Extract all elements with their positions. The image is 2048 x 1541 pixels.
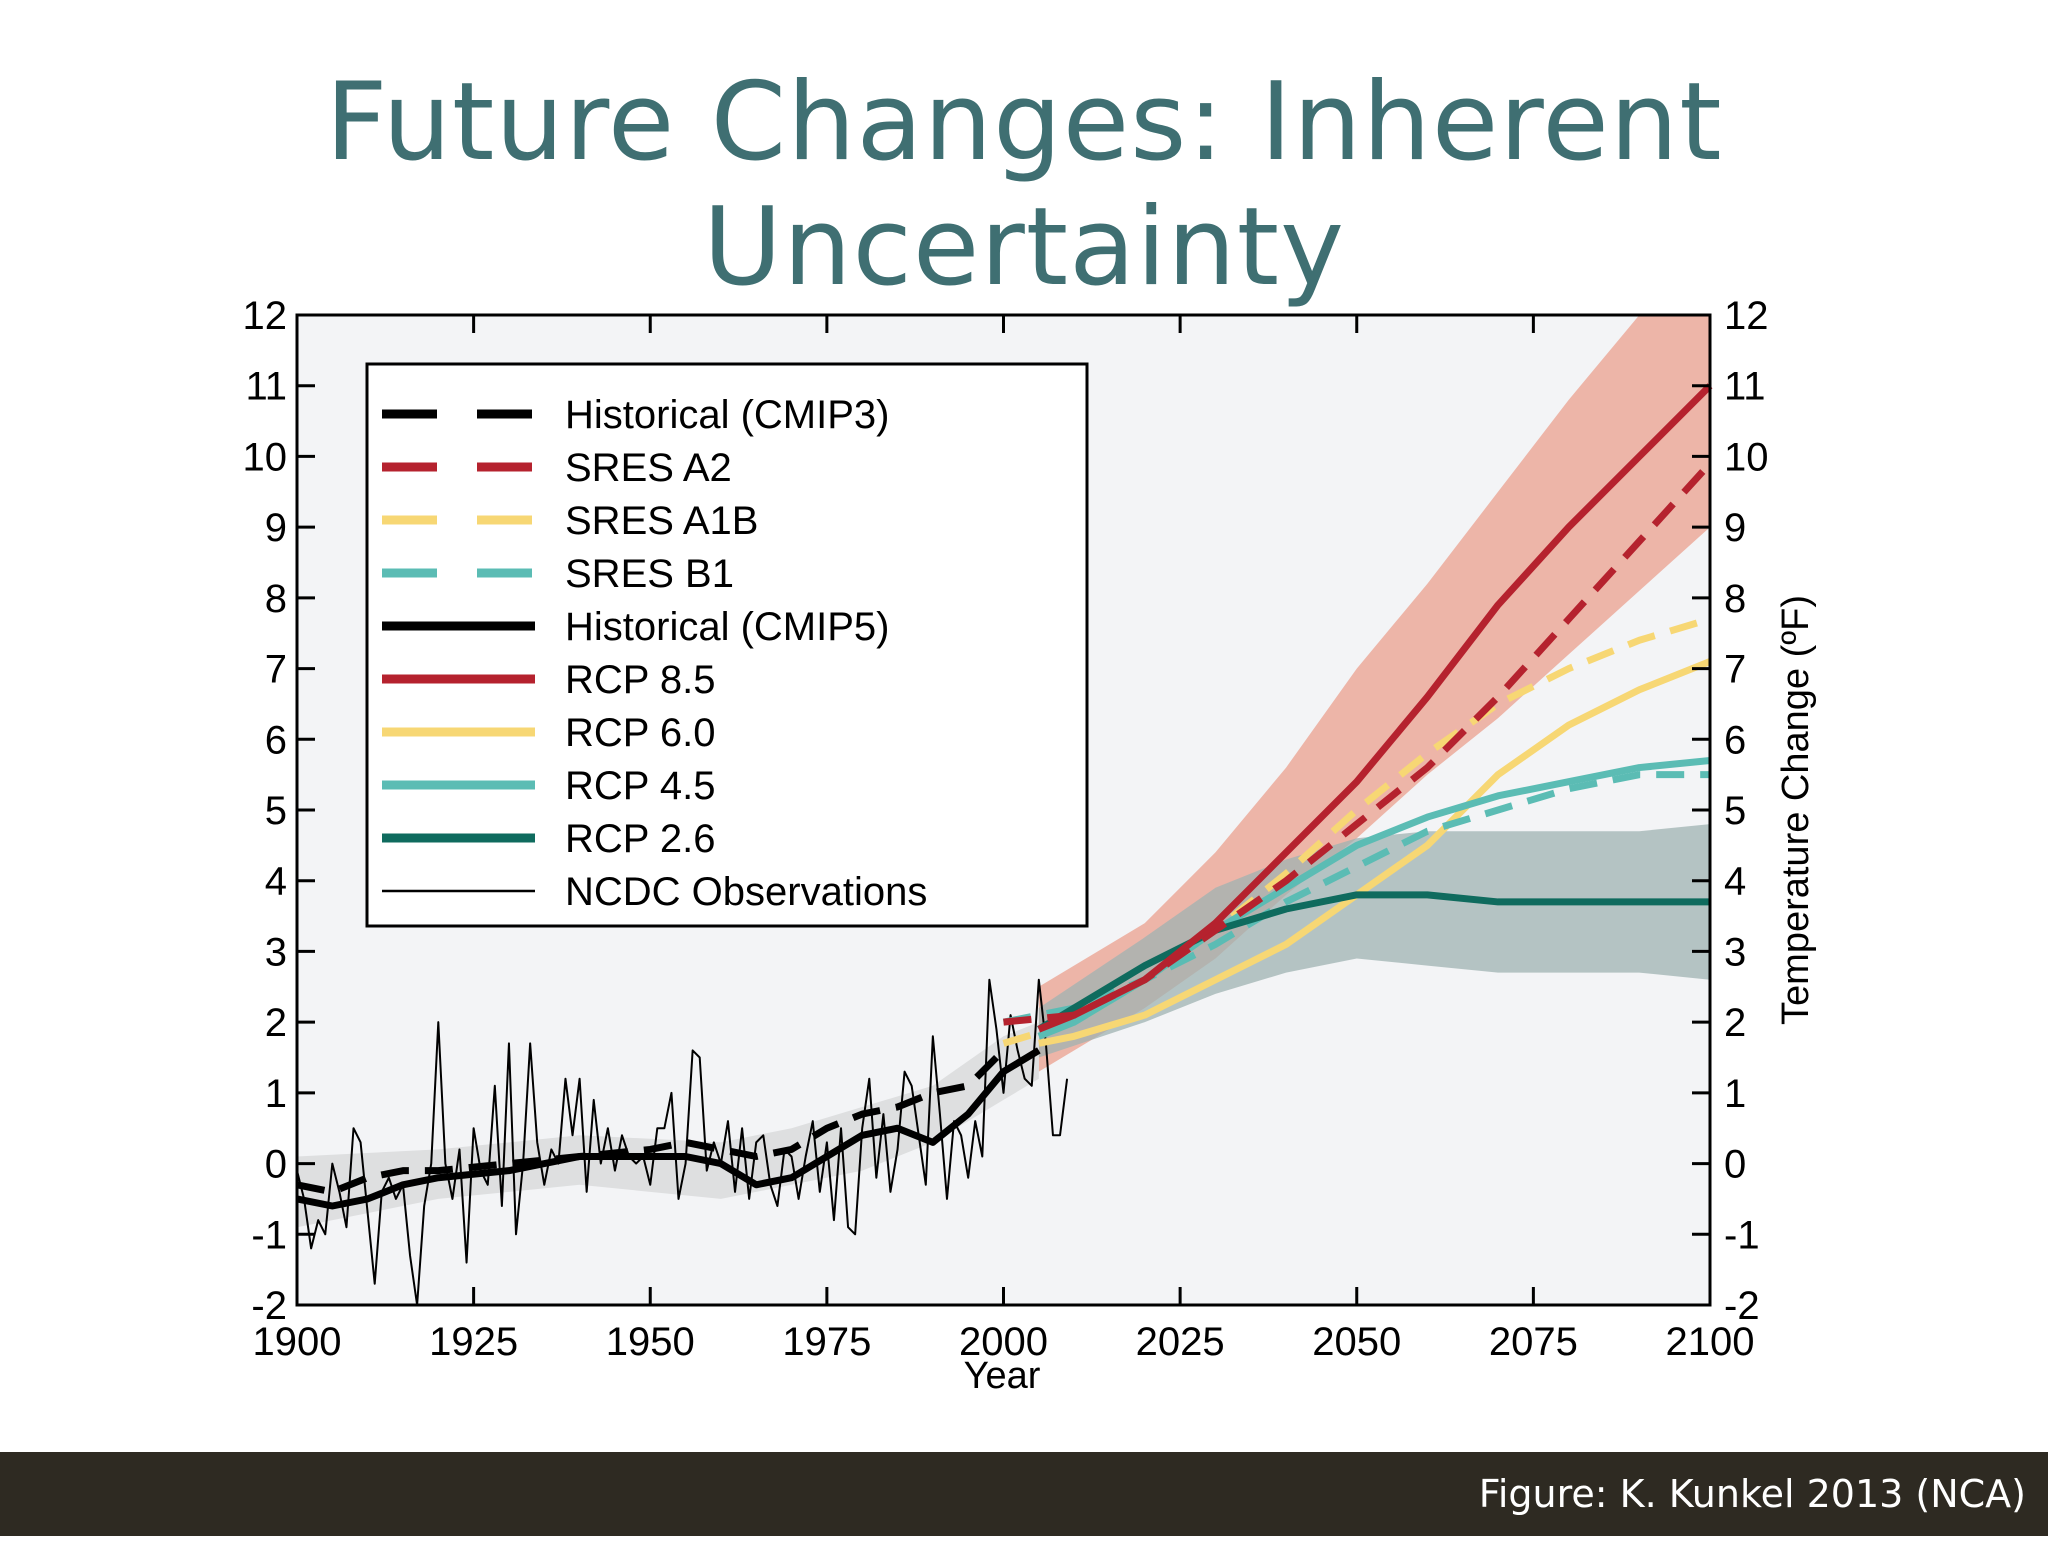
y-tick-label-right: 0	[1724, 1143, 1746, 1187]
y-tick-label-left: 12	[243, 294, 288, 338]
legend-label-rcp-6-0: RCP 6.0	[565, 711, 715, 755]
y-tick-label-right: 8	[1724, 577, 1746, 621]
legend-label-historical-cmip3: Historical (CMIP3)	[565, 393, 889, 437]
series-sres-a2	[1003, 461, 1713, 1026]
y-tick-label-left: 2	[265, 1001, 287, 1045]
x-tick-label: 1950	[606, 1320, 695, 1364]
y-tick-label-left: 7	[265, 648, 287, 692]
y-tick-label-right: 11	[1724, 365, 1766, 409]
y-tick-label-right: 7	[1724, 648, 1746, 692]
x-tick-label: 2000	[959, 1320, 1048, 1364]
y-tick-label-right: 3	[1724, 930, 1746, 974]
y-tick-label-left: -2	[251, 1284, 287, 1328]
legend-label-rcp-4-5: RCP 4.5	[565, 764, 715, 808]
y-tick-label-right: 1	[1724, 1072, 1746, 1116]
y-axis-label: Temperature Change (ºF)	[1775, 595, 1817, 1025]
figure-credit: Figure: K. Kunkel 2013 (NCA)	[1478, 1472, 2026, 1516]
slide-title: Future Changes: Inherent Uncertainty	[325, 60, 1723, 310]
series-ncdc-observations	[296, 978, 1069, 1306]
legend-label-sres-a2: SRES A2	[565, 446, 732, 490]
series-sres-b1	[1002, 771, 1710, 1026]
y-tick-label-right: 4	[1724, 860, 1746, 904]
y-tick-label-left: -1	[251, 1213, 287, 1257]
y-tick-label-left: 0	[265, 1143, 287, 1187]
legend-label-rcp-8-5: RCP 8.5	[565, 658, 715, 702]
series-sres-a1b	[1002, 615, 1712, 1047]
y-tick-label-left: 4	[265, 860, 287, 904]
band-rcp26	[1038, 824, 1710, 1058]
y-tick-label-left: 11	[245, 365, 287, 409]
y-tick-label-left: 10	[243, 435, 288, 479]
x-tick-label: 2100	[1666, 1320, 1755, 1364]
legend: Historical (CMIP3) SRES A2 SRES A1B SRES B1…	[365, 362, 1089, 928]
y-tick-label-right: -1	[1724, 1213, 1760, 1257]
y-tick-label-left: 8	[265, 577, 287, 621]
y-tick-label-right: 2	[1724, 1001, 1746, 1045]
y-tick-label-right: 5	[1724, 789, 1746, 833]
series-rcp-2-6	[1037, 891, 1710, 1033]
x-tick-label: 2050	[1312, 1320, 1401, 1364]
y-tick-label-right: 10	[1724, 435, 1769, 479]
y-tick-label-right: 6	[1724, 718, 1746, 762]
legend-label-rcp-2-6: RCP 2.6	[565, 817, 715, 861]
y-tick-label-left: 9	[265, 506, 287, 550]
x-tick-label: 1975	[782, 1320, 871, 1364]
y-tick-label-right: 9	[1724, 506, 1746, 550]
series-lines	[296, 383, 1713, 1306]
x-tick-label: 2025	[1136, 1320, 1225, 1364]
x-tick-label: 1900	[253, 1320, 342, 1364]
series-rcp-8-5	[1037, 383, 1713, 1033]
y-tick-label-left: 1	[265, 1072, 287, 1116]
y-tick-label-left: 3	[265, 930, 287, 974]
series-historical-cmip5	[296, 1047, 1041, 1210]
axes: 1900 1925 1950 1975 2000 2025 2050 2075 2100-2 -2…	[243, 294, 1769, 1364]
y-tick-label-right: 12	[1724, 294, 1769, 338]
legend-box	[365, 362, 1089, 928]
legend-label-historical-cmip5: Historical (CMIP5)	[565, 605, 889, 649]
legend-label-sres-b1: SRES B1	[565, 552, 734, 596]
legend-label-sres-a1b: SRES A1B	[565, 499, 758, 543]
x-axis-label: Year	[964, 1355, 1041, 1397]
y-tick-label-right: -2	[1724, 1284, 1760, 1328]
band-rcp85	[1038, 315, 1710, 1072]
legend-label-ncdc-observations: NCDC Observations	[565, 870, 927, 914]
x-tick-label: 2075	[1489, 1320, 1578, 1364]
y-tick-label-left: 5	[265, 789, 287, 833]
y-tick-label-left: 6	[265, 718, 287, 762]
x-tick-label: 1925	[429, 1320, 518, 1364]
footer-bar: Figure: K. Kunkel 2013 (NCA)	[0, 1452, 2048, 1536]
series-historical-cmip3	[296, 1047, 1006, 1196]
